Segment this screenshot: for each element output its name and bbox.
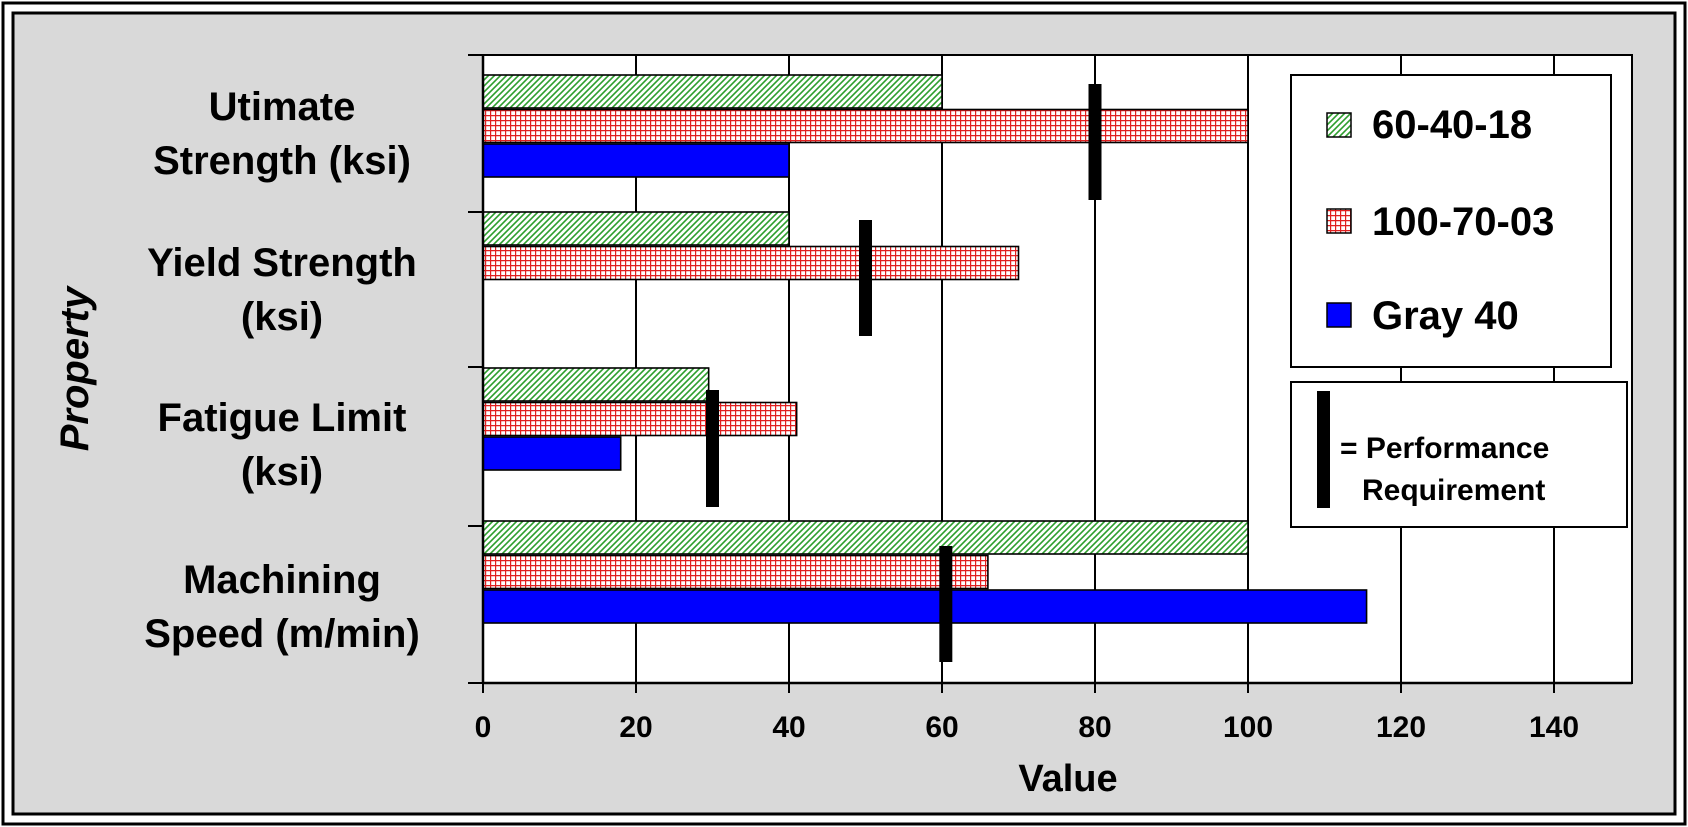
x-tick-label-20: 20 <box>619 711 652 744</box>
x-tick-label-80: 80 <box>1078 711 1111 744</box>
category-label-fatigue-limit-ksi-line-2: (ksi) <box>241 450 323 494</box>
requirement-legend-line-2: Requirement <box>1362 474 1545 507</box>
requirement-marker-fatigue-limit-ksi <box>706 390 719 507</box>
category-label-utimate-strength-ksi-line-2: Strength (ksi) <box>153 139 411 183</box>
requirement-legend-line-1: = Performance <box>1340 432 1549 465</box>
legend-label-100-70-03: 100-70-03 <box>1372 200 1554 244</box>
requirement-legend-box <box>1290 381 1628 528</box>
bar-gray-40-fatigue-limit-ksi <box>482 436 622 471</box>
x-axis-title: Value <box>1018 758 1117 800</box>
category-label-machining-speed-m-min-line-1: Machining <box>183 558 381 602</box>
bar-60-40-18-utimate-strength-ksi <box>482 74 943 109</box>
category-label-fatigue-limit-ksi-line-1: Fatigue Limit <box>158 396 407 440</box>
x-tick-labels: 0 20 40 60 80 100 120 140 <box>475 711 1579 744</box>
legend-label-60-40-18: 60-40-18 <box>1372 103 1532 147</box>
bar-gray-40-machining-speed-m-min <box>482 589 1368 624</box>
requirement-marker-utimate-strength-ksi <box>1088 84 1102 200</box>
x-tick-label-120: 120 <box>1376 711 1426 744</box>
legend-label-gray-40: Gray 40 <box>1372 294 1519 338</box>
bar-60-40-18-machining-speed-m-min <box>482 520 1249 555</box>
performance-requirement-markers <box>706 84 1102 662</box>
requirement-marker-yield-strength-ksi <box>859 220 872 336</box>
category-label-yield-strength-ksi-line-1: Yield Strength <box>147 241 417 285</box>
bar-100-70-03-utimate-strength-ksi <box>482 108 1249 144</box>
series-legend: 60-40-18 100-70-03 Gray 40 <box>1290 74 1612 368</box>
bar-gray-40-utimate-strength-ksi <box>482 143 790 178</box>
category-label-yield-strength-ksi-line-2: (ksi) <box>241 295 323 339</box>
category-label-machining-speed-m-min-line-2: Speed (m/min) <box>144 612 420 656</box>
requirement-marker-machining-speed-m-min <box>939 546 953 662</box>
x-tick-label-100: 100 <box>1223 711 1273 744</box>
legend-swatch-gray-40 <box>1326 302 1352 328</box>
legend-swatch-60-40-18 <box>1326 112 1352 138</box>
legend-swatch-100-70-03 <box>1326 208 1352 234</box>
category-label-utimate-strength-ksi-line-1: Utimate <box>209 85 356 129</box>
bar-60-40-18-yield-strength-ksi <box>482 211 790 246</box>
bar-100-70-03-yield-strength-ksi <box>482 245 1020 281</box>
x-tick-label-40: 40 <box>772 711 805 744</box>
axes <box>468 54 1632 693</box>
y-axis-title: Property <box>53 285 97 451</box>
category-labels: Utimate Strength (ksi) Yield Strength (ksi)… <box>144 85 420 656</box>
requirement-legend: = Performance Requirement <box>1290 381 1628 528</box>
x-tick-label-60: 60 <box>925 711 958 744</box>
bar-100-70-03-fatigue-limit-ksi <box>482 401 798 437</box>
x-tick-label-140: 140 <box>1529 711 1579 744</box>
bars <box>482 74 1368 624</box>
x-tick-label-0: 0 <box>475 711 492 744</box>
bar-100-70-03-machining-speed-m-min <box>482 554 989 590</box>
requirement-legend-marker <box>1317 391 1330 508</box>
bar-60-40-18-fatigue-limit-ksi <box>482 367 710 402</box>
